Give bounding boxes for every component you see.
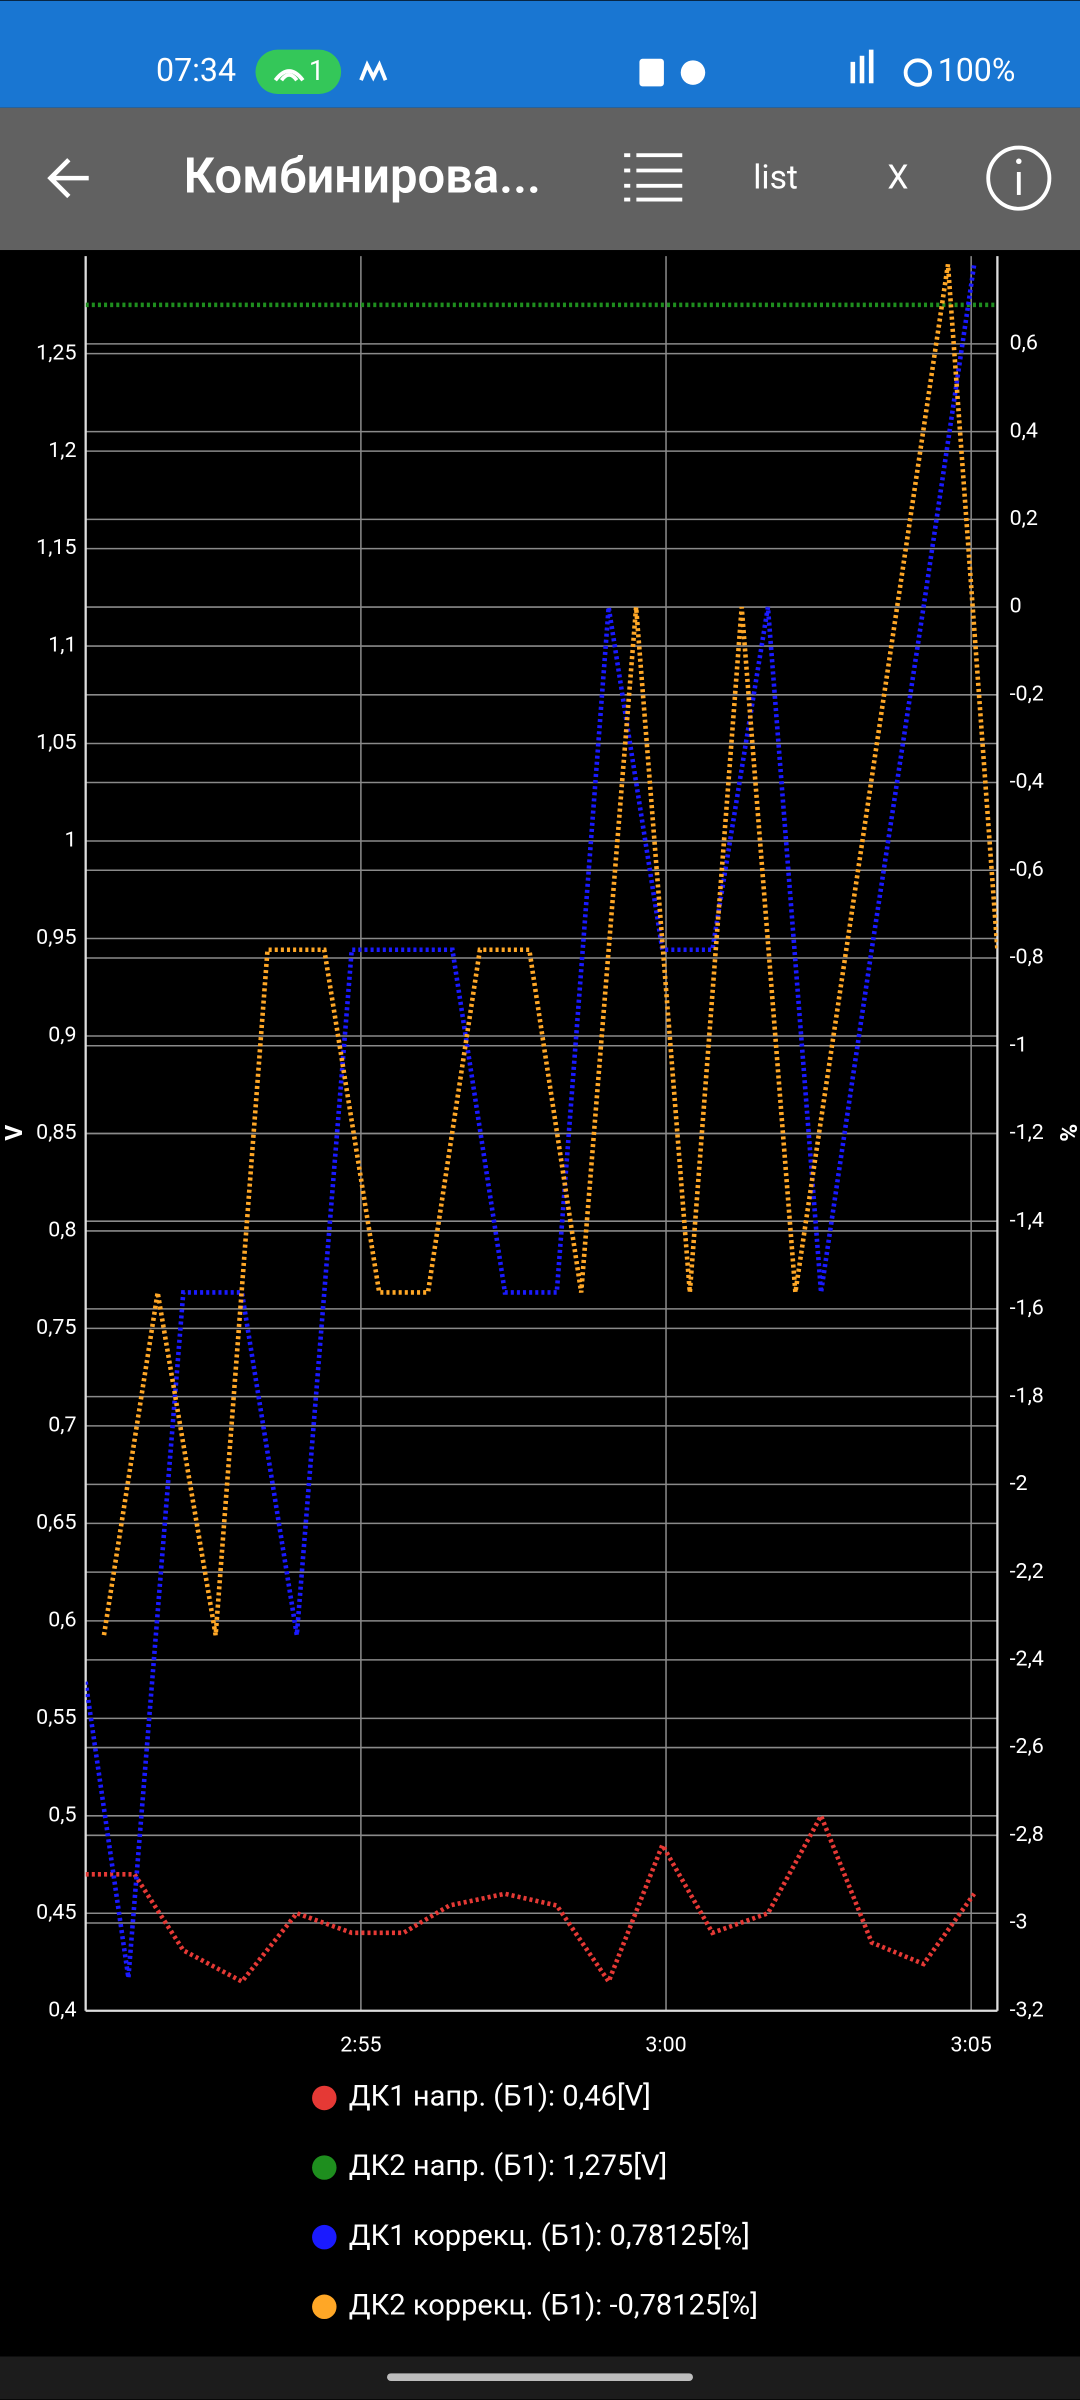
status-icon (359, 60, 388, 82)
y-tick-label: 0,5 (48, 1802, 76, 1827)
y2-tick-label: -0,4 (1010, 769, 1044, 794)
status-bar (0, 0, 1080, 108)
y2-tick-label: -0,6 (1010, 857, 1044, 882)
y2-tick-label: -0,8 (1010, 945, 1044, 970)
hotspot-icon (273, 69, 305, 82)
back-button[interactable] (47, 158, 89, 199)
x-tick-label: 3:05 (951, 2033, 992, 2058)
y2-tick-label: -1,4 (1010, 1208, 1044, 1233)
signal-icon (868, 49, 874, 84)
signal-icon (850, 61, 856, 84)
y2-tick-label: -1,2 (1010, 1120, 1044, 1145)
y2-tick-label: -1 (1010, 1032, 1028, 1057)
y-tick-label: 0,7 (48, 1413, 76, 1438)
y2-tick-label: 0,6 (1010, 331, 1038, 356)
status-icons (639, 49, 874, 87)
y2-tick-label: 0,2 (1010, 506, 1038, 531)
signal-icon (859, 55, 865, 84)
chart: 0,4 0,45 0,5 0,55 0,6 0,65 0,7 0,75 0,8 0,85 0,9 0,… (0, 256, 1080, 2322)
y2-tick-label: -3 (1010, 1910, 1028, 1935)
y-tick-label: 1,25 (36, 340, 76, 365)
y-tick-label: 0,9 (48, 1023, 76, 1048)
y-tick-label: 1,2 (48, 438, 76, 463)
y2-tick-label: -1,8 (1010, 1383, 1044, 1408)
battery-icon (903, 58, 932, 87)
y2-tick-label: -3,2 (1010, 1997, 1044, 2022)
series-line (101, 264, 998, 1636)
legend-label: ДК2 коррекц. (Б1): -0,78125[%] (349, 2288, 758, 2322)
y-tick-label: 1,05 (36, 730, 76, 755)
y2-tick-label: 0 (1010, 594, 1022, 619)
info-icon (1016, 158, 1022, 165)
hotspot-badge: 1 (309, 54, 324, 87)
y2-tick-label: -2 (1010, 1471, 1028, 1496)
y-tick-label: 0,45 (36, 1900, 76, 1925)
y2-axis-label: % (1054, 1124, 1080, 1142)
y-tick-label: 0,75 (36, 1315, 76, 1340)
y-tick-label: 0,8 (48, 1218, 76, 1243)
y-tick-label: 0,6 (48, 1608, 76, 1633)
legend-label: ДК1 коррекц. (Б1): 0,78125[%] (349, 2219, 750, 2253)
battery-level: 100% (938, 51, 1016, 89)
app-bar (0, 107, 1080, 251)
series-line (85, 1810, 977, 1987)
legend-label: ДК2 напр. (Б1): 1,275[V] (349, 2149, 667, 2183)
y-tick-label: 0,85 (36, 1120, 76, 1145)
nfc-icon (639, 58, 664, 87)
y2-tick-label: -0,2 (1010, 681, 1044, 706)
legend-swatch (312, 2085, 337, 2111)
info-button[interactable] (986, 145, 1052, 211)
y-tick-label: 1,15 (36, 535, 76, 560)
x-tick-label: 3:00 (645, 2033, 686, 2058)
status-time: 07:34 (156, 51, 236, 89)
close-button[interactable]: X (887, 159, 908, 198)
legend-swatch (312, 2155, 337, 2180)
alarm-icon (680, 60, 706, 85)
y-tick-label: 1 (64, 828, 76, 853)
y-tick-label: 0,4 (48, 1997, 76, 2022)
y-axis-label: V (0, 1125, 28, 1141)
series-line (85, 264, 977, 1979)
y2-tick-label: -2,4 (1010, 1646, 1044, 1671)
y-tick-label: 0,65 (36, 1510, 76, 1535)
legend-swatch (312, 2224, 337, 2250)
y-tick-label: 0,95 (36, 925, 76, 950)
x-tick-label: 2:55 (340, 2033, 381, 2058)
y2-tick-label: -2,8 (1010, 1822, 1044, 1847)
legend-swatch (312, 2294, 337, 2320)
nav-handle[interactable] (387, 2373, 693, 2381)
y-tick-label: 0,55 (36, 1705, 76, 1730)
list-button[interactable]: list (753, 159, 798, 198)
y2-tick-label: -2,2 (1010, 1559, 1044, 1584)
hotspot-pill (255, 49, 342, 94)
list-icon[interactable] (624, 153, 683, 202)
y2-tick-label: 0,4 (1010, 418, 1038, 443)
y-tick-label: 1,1 (48, 633, 76, 658)
legend-label: ДК1 напр. (Б1): 0,46[V] (349, 2080, 651, 2114)
y2-tick-label: -2,6 (1010, 1734, 1044, 1759)
app-title: Комбинирова... (184, 148, 541, 205)
y2-tick-label: -1,6 (1010, 1296, 1044, 1321)
